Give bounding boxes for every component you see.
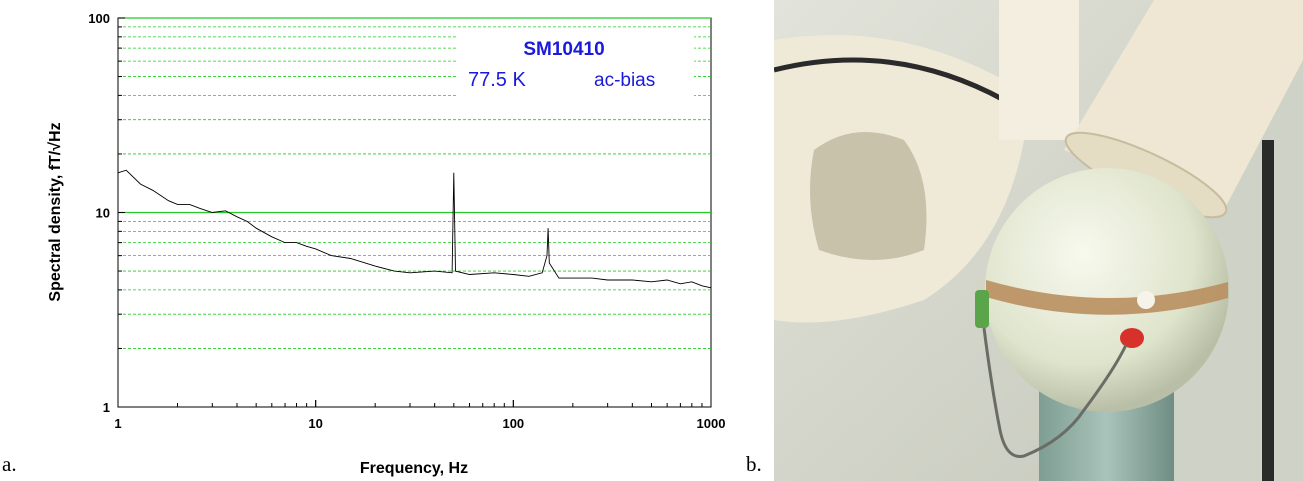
legend-mode: ac-bias — [594, 70, 655, 91]
x-axis-label: Frequency, Hz — [360, 460, 468, 477]
sensor-phantom-photo — [774, 0, 1303, 481]
tick-labels: 1 10 100 1000 1 10 100 — [88, 11, 725, 431]
photo-cable-right — [1262, 140, 1274, 481]
x-tick-label: 10 — [308, 416, 322, 431]
photo-pipe-vertical — [999, 0, 1079, 140]
y-tick-label: 1 — [103, 400, 110, 415]
panel-label-a: a. — [2, 452, 17, 476]
photo-sphere-band — [986, 280, 1228, 315]
legend-box: SM10410 77.5 K ac-bias — [458, 30, 694, 100]
panel-label-b: b. — [746, 452, 762, 476]
y-tick-label: 10 — [96, 206, 110, 221]
photo-sphere — [985, 168, 1229, 412]
grid-lines — [118, 17, 711, 349]
photo-electrode-cable — [982, 327, 1128, 458]
spectrum-series-line — [117, 169, 712, 289]
photo-illustration — [774, 0, 1303, 481]
legend-temperature: 77.5 K — [468, 69, 526, 91]
photo-dewar-rim — [774, 57, 1006, 103]
legend-sample: SM10410 — [523, 39, 604, 60]
y-tick-label: 100 — [88, 11, 110, 26]
x-tick-label: 100 — [502, 416, 524, 431]
photo-red-electrode — [1120, 328, 1144, 348]
photo-dewar-opening — [810, 132, 927, 260]
photo-green-electrode — [975, 290, 989, 328]
y-axis-label: Spectral density, fT/√Hz — [47, 122, 64, 301]
axis-ticks — [117, 17, 712, 408]
x-tick-label: 1 — [114, 416, 121, 431]
x-tick-label: 1000 — [697, 416, 726, 431]
photo-sphere-marker — [1137, 291, 1155, 309]
